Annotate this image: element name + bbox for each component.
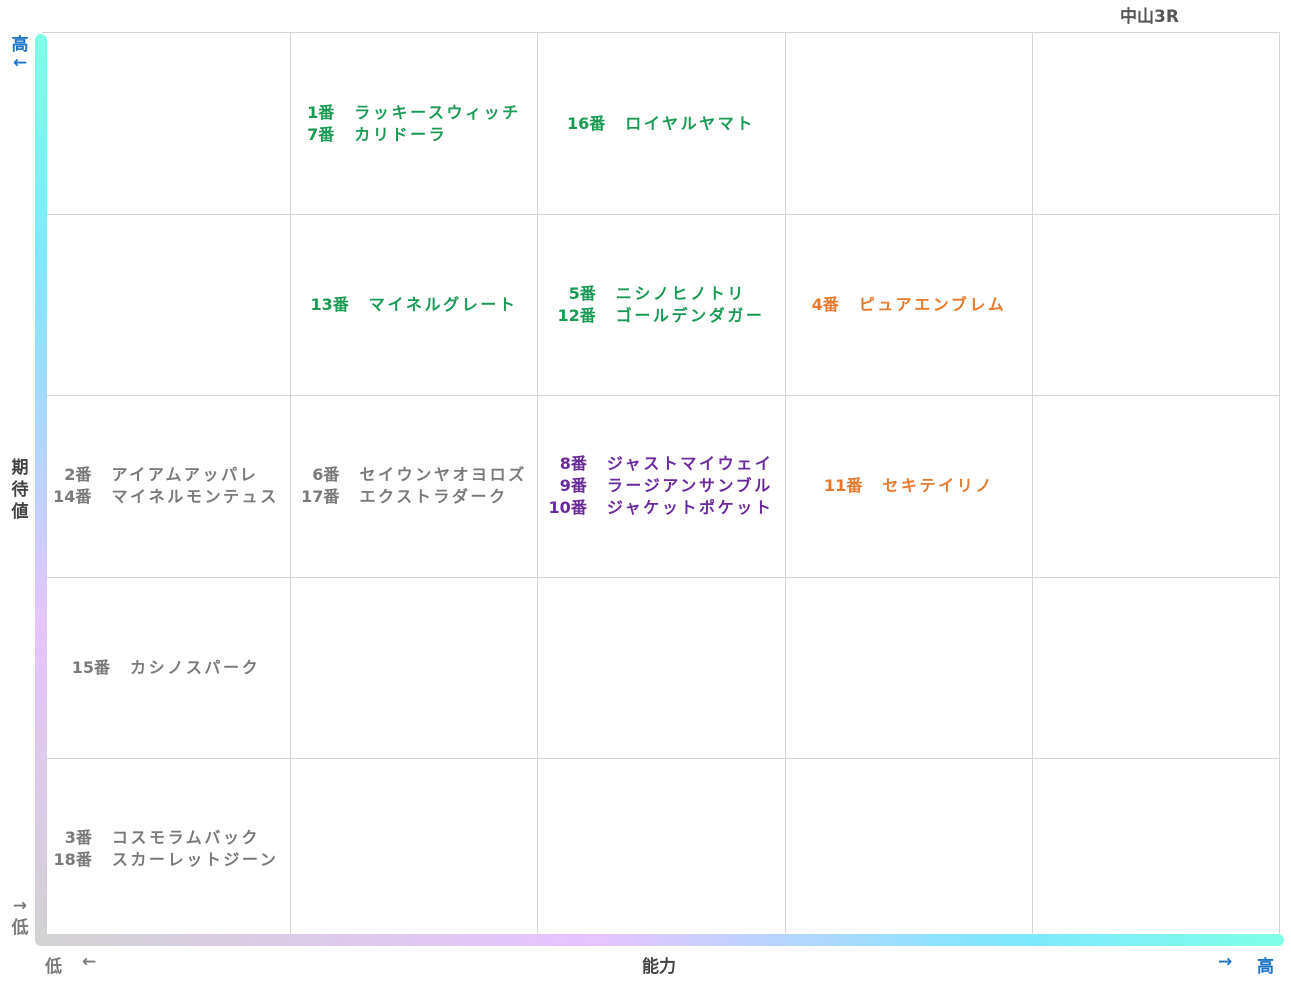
matrix-cell: 6番 セイウンヤオヨロズ 17番 エクストラダーク <box>290 395 538 576</box>
cell-entry-list: 4番 ピュアエンブレム <box>812 294 1007 316</box>
horse-name: ピュアエンブレム <box>858 294 1007 314</box>
horse-name: カシノスパーク <box>130 657 261 677</box>
horse-number: 7番 <box>307 124 335 144</box>
matrix-cell: 3番 コスモラムバック 18番 スカーレットジーン <box>42 758 290 939</box>
x-axis-label: 能力 <box>642 957 676 977</box>
x-axis-high-arrow-icon: → <box>1218 952 1233 972</box>
horse-name: マイネルモンテュス <box>111 486 279 506</box>
horse-number: 3番 <box>64 827 92 847</box>
horse-number: 5番 <box>568 283 596 303</box>
horse-name: ジャケットポケット <box>606 497 774 517</box>
matrix-cell: 5番 ニシノヒノトリ 12番 ゴールデンダガー <box>537 214 785 395</box>
grid-line-vertical <box>785 33 786 938</box>
horse-name: セイウンヤオヨロズ <box>359 464 527 484</box>
horse-number: 6番 <box>312 464 340 484</box>
horse-number: 11番 <box>824 475 863 495</box>
y-axis-gradient-bar <box>35 34 47 944</box>
horse-number: 18番 <box>53 849 92 869</box>
horse-number: 2番 <box>64 464 92 484</box>
horse-number: 15番 <box>71 657 111 677</box>
horse-number: 8番 <box>559 453 587 473</box>
x-axis-gradient-bar <box>35 934 1284 946</box>
cell-entry-list: 1番 ラッキースウィッチ 7番 カリドーラ <box>307 102 521 146</box>
cell-entry-list: 6番 セイウンヤオヨロズ 17番 エクストラダーク <box>301 464 527 508</box>
cell-entry-list: 8番 ジャストマイウェイ 9番 ラージアンサンブル 10番 ジャケットポケット <box>549 453 774 519</box>
matrix-cell: 13番 マイネルグレート <box>290 214 538 395</box>
horse-number: 17番 <box>301 486 340 506</box>
cell-entry-list: 15番 カシノスパーク <box>72 657 260 679</box>
matrix-cell: 11番 セキテイリノ <box>785 395 1033 576</box>
horse-name: ジャストマイウェイ <box>606 453 774 473</box>
horse-name: ラージアンサンブル <box>606 475 773 495</box>
grid-line-horizontal <box>42 577 1279 578</box>
matrix-cell: 16番 ロイヤルヤマト <box>537 33 785 214</box>
horse-name: ゴールデンダガー <box>615 305 765 325</box>
horse-name: スカーレットジーン <box>111 849 279 869</box>
horse-number: 13番 <box>310 294 349 314</box>
race-title: 中山3R <box>1120 7 1179 27</box>
matrix-cell: 8番 ジャストマイウェイ 9番 ラージアンサンブル 10番 ジャケットポケット <box>537 395 785 576</box>
horse-name: エクストラダーク <box>359 486 508 506</box>
horse-name: カリドーラ <box>354 124 448 144</box>
horse-name: コスモラムバック <box>111 827 261 847</box>
cell-entry-list: 2番 アイアムアッパレ 14番 マイネルモンテュス <box>53 464 279 508</box>
grid-line-vertical <box>290 33 291 938</box>
grid-line-vertical <box>537 33 538 938</box>
horse-name: セキテイリノ <box>882 475 994 495</box>
y-axis-low-arrow-icon: → <box>12 896 28 916</box>
grid-line-horizontal <box>42 758 1279 759</box>
y-axis-high-label: 高 <box>11 35 29 55</box>
horse-number: 14番 <box>53 486 92 506</box>
horse-name: ラッキースウィッチ <box>354 102 521 122</box>
cell-entry-list: 16番 ロイヤルヤマト <box>567 113 755 135</box>
horse-name: アイアムアッパレ <box>111 464 259 484</box>
matrix-grid: 1番 ラッキースウィッチ 7番 カリドーラ 16番 ロイヤルヤマト 13番 マイネルグレート 5… <box>42 32 1280 938</box>
horse-name: ニシノヒノトリ <box>615 283 746 303</box>
matrix-cell: 4番 ピュアエンブレム <box>785 214 1033 395</box>
cell-entry-list: 11番 セキテイリノ <box>824 475 994 497</box>
horse-name: マイネルグレート <box>368 294 518 314</box>
x-axis-low-label: 低 <box>45 957 62 977</box>
grid-line-vertical <box>1032 33 1033 938</box>
horse-number: 10番 <box>548 497 587 517</box>
y-axis-low-label: 低 <box>11 918 29 938</box>
cell-entry-list: 3番 コスモラムバック 18番 スカーレットジーン <box>54 827 279 871</box>
horse-number: 9番 <box>559 475 587 495</box>
x-axis-low-arrow-icon: ← <box>82 952 97 972</box>
horse-number: 12番 <box>557 305 596 325</box>
matrix-cell: 1番 ラッキースウィッチ 7番 カリドーラ <box>290 33 538 214</box>
grid-line-horizontal <box>42 395 1279 396</box>
matrix-cell: 15番 カシノスパーク <box>42 577 290 758</box>
y-axis-label: 期待値 <box>11 458 29 522</box>
cell-entry-list: 13番 マイネルグレート <box>310 294 517 316</box>
horse-number: 16番 <box>566 113 606 133</box>
grid-line-horizontal <box>42 214 1279 215</box>
horse-number: 4番 <box>811 294 839 314</box>
horse-name: ロイヤルヤマト <box>625 113 755 133</box>
cell-entry-list: 5番 ニシノヒノトリ 12番 ゴールデンダガー <box>557 283 764 327</box>
x-axis-high-label: 高 <box>1257 957 1274 977</box>
matrix-cell: 2番 アイアムアッパレ 14番 マイネルモンテュス <box>42 395 290 576</box>
horse-number: 1番 <box>307 102 335 122</box>
y-axis-high-arrow-icon: ← <box>12 53 28 73</box>
